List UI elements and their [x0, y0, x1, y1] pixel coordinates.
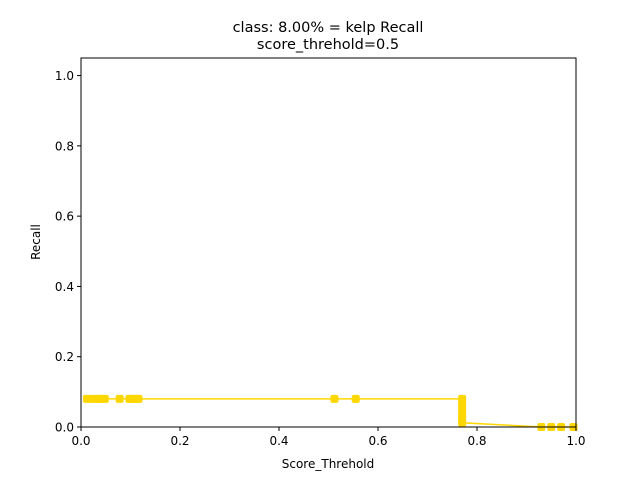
y-tick-label: 0.8 [55, 139, 74, 153]
y-tick-label: 0.4 [55, 280, 74, 294]
data-point [100, 394, 109, 403]
y-tick-label: 0.0 [55, 421, 74, 435]
x-axis: 0.0 0.2 0.4 0.6 0.8 1.0 [71, 427, 586, 448]
axes-frame [80, 57, 577, 428]
data-point [134, 394, 143, 403]
x-tick-label: 0.0 [71, 434, 90, 448]
y-tick-label: 0.6 [55, 210, 74, 224]
y-axis: 0.0 0.2 0.4 0.6 0.8 1.0 [55, 69, 81, 435]
data-point [115, 394, 124, 403]
chart-title-line-1: class: 8.00% = kelp Recall [233, 20, 424, 36]
y-tick-label: 1.0 [55, 69, 74, 83]
chart-title-line-2: score_threhold=0.5 [257, 37, 399, 53]
x-tick-label: 0.8 [467, 434, 486, 448]
data-point [351, 394, 360, 403]
x-tick-label: 1.0 [566, 434, 585, 448]
data-point [330, 394, 339, 403]
x-tick-label: 0.6 [368, 434, 387, 448]
x-tick-label: 0.2 [170, 434, 189, 448]
y-axis-label: Recall [29, 224, 43, 260]
x-axis-label: Score_Threhold [282, 457, 375, 471]
data-point [458, 418, 467, 427]
x-tick-label: 0.4 [269, 434, 288, 448]
y-tick-label: 0.2 [55, 350, 74, 364]
